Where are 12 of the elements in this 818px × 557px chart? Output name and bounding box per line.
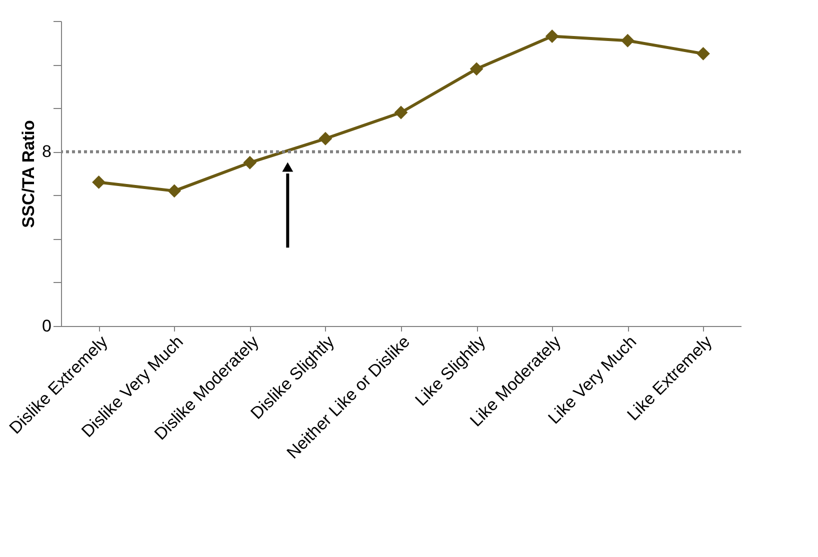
- point: [243, 156, 257, 170]
- point: [394, 106, 408, 120]
- point: [92, 176, 106, 189]
- y-axis-title: SSC/TA Ratio: [19, 120, 38, 228]
- point: [318, 132, 332, 146]
- point: [620, 34, 634, 48]
- point: [470, 62, 484, 76]
- point: [696, 46, 710, 60]
- y-tick-label: 8: [42, 142, 52, 162]
- point: [168, 184, 182, 198]
- point: [545, 30, 559, 43]
- y-tick-label: 0: [42, 316, 52, 336]
